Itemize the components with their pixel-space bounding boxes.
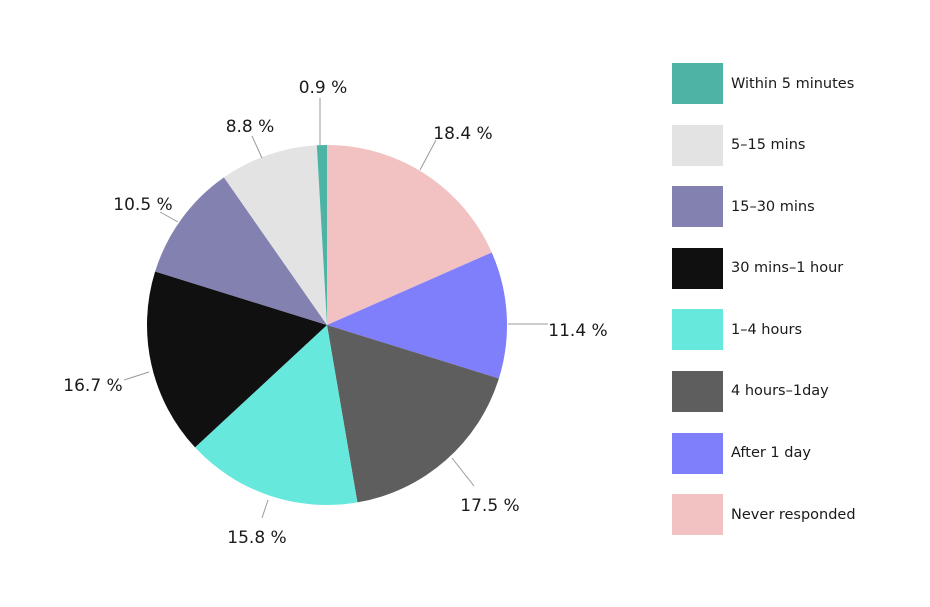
leader-line <box>251 135 263 159</box>
legend-swatch <box>672 124 723 166</box>
slice-value-label: 18.4 % <box>433 124 492 144</box>
pie-slice-30-mins-1-hour <box>146 271 327 448</box>
pie-slice-5-15-mins <box>223 145 327 325</box>
legend-label: After 1 day <box>731 445 811 462</box>
pie-slice-4-hours-1day <box>327 325 499 503</box>
leader-line <box>159 211 179 223</box>
leader-lines <box>123 98 548 519</box>
legend-label: Never responded <box>731 506 856 523</box>
pie-slice-never-responded <box>327 145 492 325</box>
pie-slice-within-5-minutes <box>316 145 327 325</box>
legend-label: Within 5 minutes <box>731 75 855 92</box>
legend-swatch <box>672 309 723 351</box>
slice-value-label: 16.7 % <box>63 376 122 396</box>
leader-line <box>419 139 437 171</box>
legend-item-within-5-minutes: Within 5 minutes <box>672 63 856 104</box>
leader-line <box>261 499 269 519</box>
legend-swatch <box>672 63 723 104</box>
slice-value-labels: 18.4 % 11.4 % 17.5 % 15.8 % 16.7 % 10.5 % 8.8 … <box>63 78 607 548</box>
pie-slice-1-4-hours <box>195 325 358 506</box>
legend-item-never-responded: Never responded <box>672 494 856 536</box>
legend-swatch <box>672 247 723 289</box>
slice-value-label: 0.9 % <box>299 78 348 98</box>
legend-swatch <box>672 494 723 536</box>
slice-value-label: 10.5 % <box>113 195 172 215</box>
legend-item-1-4-hours: 1–4 hours <box>672 309 856 351</box>
legend-item-4-hours-1-day: 4 hours–1day <box>672 370 856 412</box>
slice-value-label: 11.4 % <box>548 321 607 341</box>
legend-item-30-mins-1-hour: 30 mins–1 hour <box>672 247 856 289</box>
leader-line <box>123 371 150 381</box>
slice-value-label: 17.5 % <box>460 496 519 516</box>
legend-label: 1–4 hours <box>731 321 803 338</box>
legend-label: 15–30 mins <box>731 198 815 215</box>
legend-item-5-15-mins: 5–15 mins <box>672 124 856 166</box>
pie-slice-after-1-day <box>327 252 508 379</box>
legend-item-after-1-day: After 1 day <box>672 432 856 474</box>
legend-label: 5–15 mins <box>731 137 806 154</box>
legend-item-15-30-mins: 15–30 mins <box>672 186 856 228</box>
legend-swatch <box>672 370 723 412</box>
legend-label: 30 mins–1 hour <box>731 260 844 277</box>
slice-value-label: 15.8 % <box>227 528 286 548</box>
leader-line <box>451 457 475 487</box>
slice-value-label: 8.8 % <box>226 117 275 137</box>
legend: Within 5 minutes 5–15 mins 15–30 mins 30… <box>672 63 856 556</box>
legend-swatch <box>672 186 723 228</box>
pie-slice-15-30-mins <box>155 177 327 325</box>
pie-slices <box>146 145 508 506</box>
legend-swatch <box>672 432 723 474</box>
legend-label: 4 hours–1day <box>731 383 829 400</box>
